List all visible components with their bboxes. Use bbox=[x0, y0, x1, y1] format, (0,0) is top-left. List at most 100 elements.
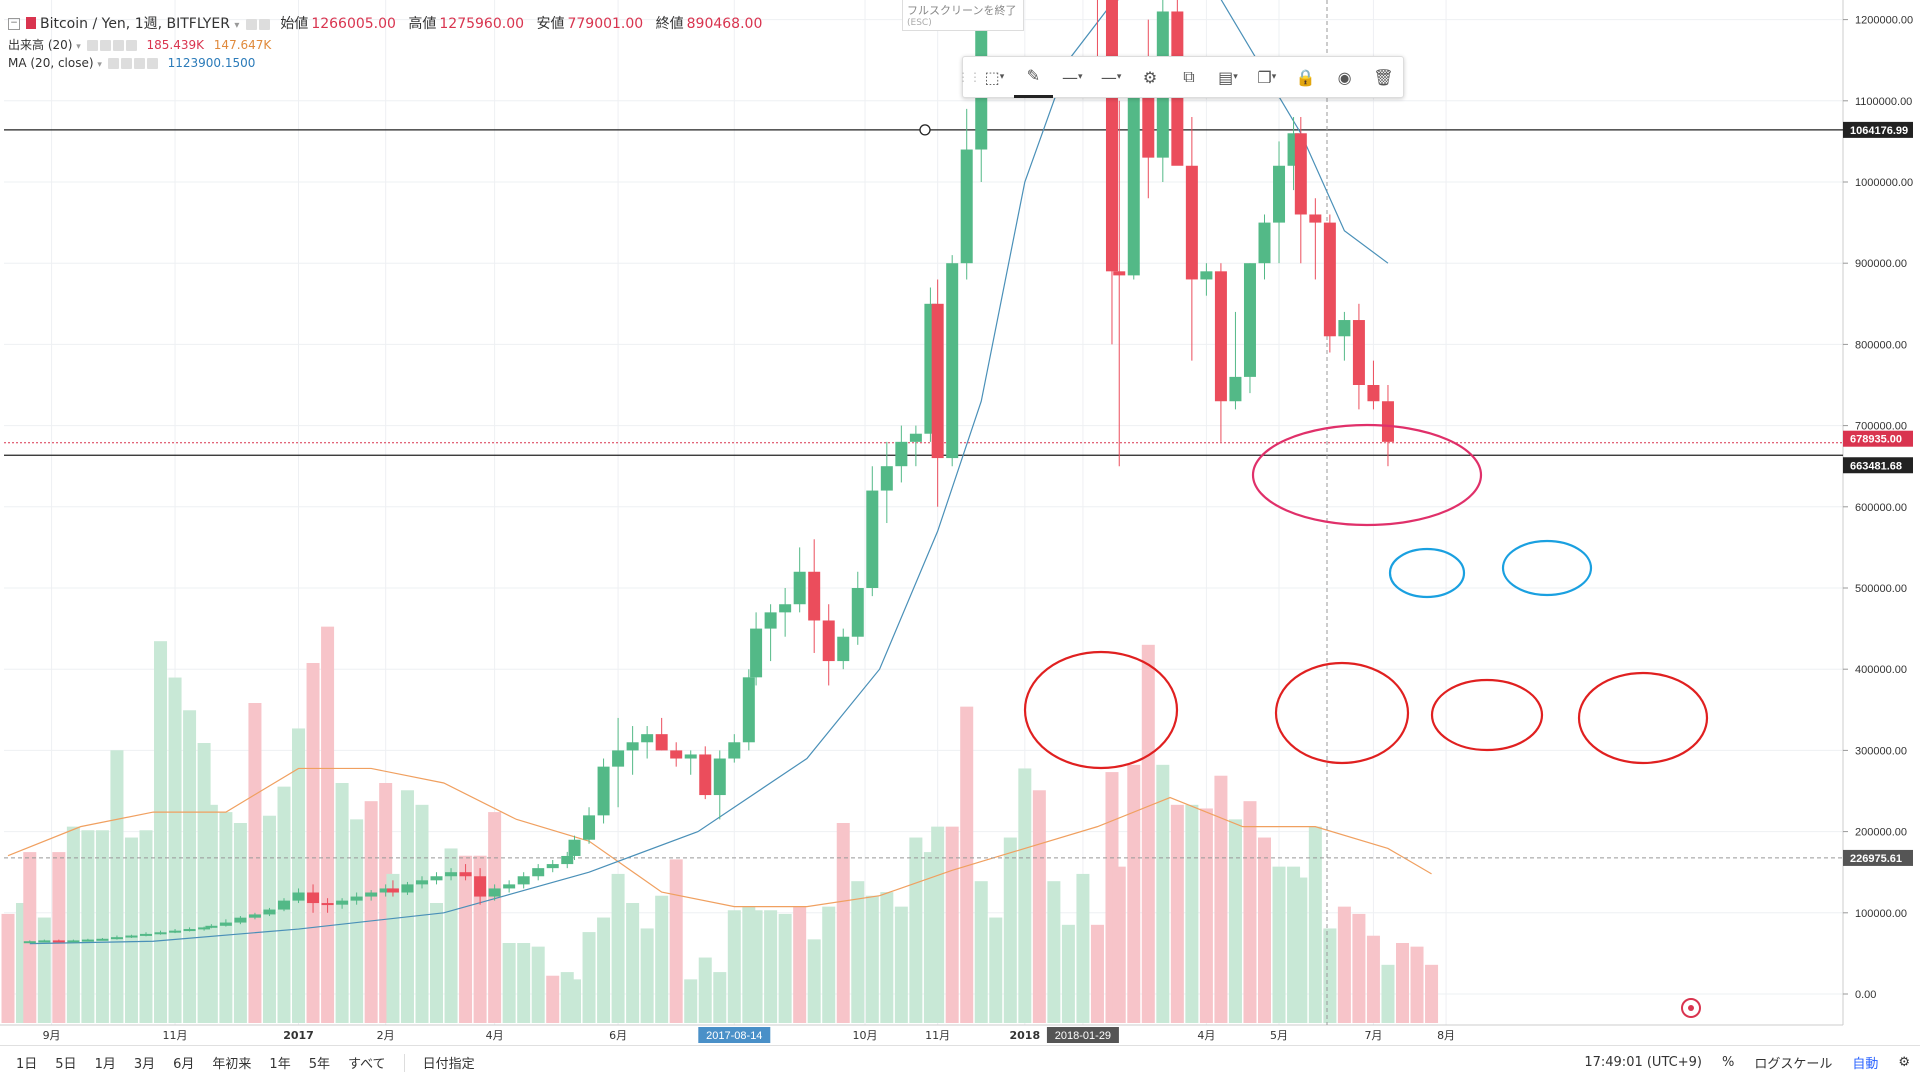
copy-icon[interactable]: ❐ ▾ bbox=[1257, 67, 1277, 87]
volume-bar bbox=[1323, 928, 1337, 1023]
drawing-toolbar[interactable]: ⋮⋮ ⬚ ▾ ✎ — ▾ — ▾ ⚙ ⧉ ▤ ▾ ❐ ▾ 🔒 ◉ 🗑 bbox=[957, 56, 1404, 98]
range-1m[interactable]: 1月 bbox=[94, 1057, 116, 1072]
candle-body bbox=[699, 754, 712, 796]
annotation-ellipse[interactable] bbox=[1251, 423, 1483, 527]
remove-icon[interactable] bbox=[125, 40, 137, 51]
range-6m[interactable]: 6月 bbox=[173, 1057, 195, 1072]
annotation-ellipse[interactable] bbox=[1577, 671, 1709, 765]
y-tick-label: 400000.00 bbox=[1855, 664, 1907, 676]
settings-icon[interactable] bbox=[120, 58, 132, 69]
candle-body bbox=[125, 935, 138, 938]
add-icon[interactable] bbox=[112, 40, 124, 51]
candle-body bbox=[684, 754, 697, 759]
price-tag-text: 678935.00 bbox=[1850, 434, 1902, 446]
eye-icon[interactable]: ◉ bbox=[1337, 67, 1352, 87]
volume-bar bbox=[909, 837, 923, 1023]
volume-bar bbox=[430, 903, 444, 1023]
candle-body bbox=[532, 868, 545, 877]
ma-legend[interactable]: MA (20, close) ▾ 1123900.1500 bbox=[8, 56, 255, 70]
annotation-ellipse[interactable] bbox=[1501, 539, 1593, 597]
gear-icon[interactable]: ⚙ bbox=[1898, 1055, 1910, 1070]
collapse-icon[interactable]: − bbox=[8, 18, 20, 30]
annotation-ellipse[interactable] bbox=[1274, 661, 1410, 765]
select-area-icon[interactable]: ⬚ ▾ bbox=[984, 67, 1005, 87]
eye-icon[interactable] bbox=[86, 40, 98, 51]
candle-body bbox=[415, 880, 428, 885]
candle-body bbox=[1185, 165, 1198, 280]
candle-body bbox=[851, 588, 864, 637]
price-tag[interactable] bbox=[1843, 121, 1913, 138]
add-icon[interactable] bbox=[133, 58, 145, 69]
candle-body bbox=[895, 441, 908, 467]
price-chart[interactable]: 2400000.002300000.002200000.002100000.00… bbox=[0, 0, 1920, 1045]
open-label: 始値 bbox=[280, 16, 309, 32]
line-width-icon[interactable]: — ▾ bbox=[1100, 67, 1122, 87]
lock-icon[interactable]: 🔒 bbox=[1295, 67, 1316, 87]
close-label: 終値 bbox=[655, 16, 684, 32]
annotation-ellipse[interactable] bbox=[1388, 547, 1466, 599]
pencil-icon[interactable]: ✎ bbox=[1013, 57, 1053, 98]
range-1y[interactable]: 1年 bbox=[269, 1057, 291, 1072]
range-ytd[interactable]: 年初来 bbox=[212, 1057, 252, 1072]
volume-legend[interactable]: 出来高 (20) ▾ 185.439K 147.647K bbox=[8, 36, 271, 53]
settings-icon[interactable] bbox=[258, 18, 270, 30]
x-tick-label: 2月 bbox=[377, 1029, 395, 1042]
volume-bar bbox=[23, 852, 37, 1023]
price-tag-text: 1064176.99 bbox=[1850, 125, 1908, 137]
volume-bar bbox=[1410, 946, 1424, 1023]
auto-scale-toggle[interactable]: 自動 bbox=[1852, 1057, 1879, 1072]
dropdown-icon[interactable]: ▾ bbox=[97, 60, 102, 70]
annotation-ellipse[interactable] bbox=[1023, 650, 1179, 770]
range-5y[interactable]: 5年 bbox=[308, 1057, 330, 1072]
y-tick-label: 300000.00 bbox=[1855, 745, 1907, 757]
dropdown-icon[interactable]: ▾ bbox=[76, 42, 81, 52]
candle-body bbox=[946, 263, 959, 459]
range-3m[interactable]: 3月 bbox=[133, 1057, 156, 1072]
volume-bar bbox=[1076, 873, 1090, 1023]
candle-body bbox=[713, 758, 726, 796]
range-1d[interactable]: 1日 bbox=[16, 1057, 38, 1072]
candle-body bbox=[1294, 133, 1307, 215]
trash-icon[interactable]: 🗑 bbox=[1373, 67, 1394, 87]
flag-icon[interactable] bbox=[26, 17, 36, 29]
eye-icon[interactable] bbox=[107, 58, 119, 69]
annotation-ellipse[interactable] bbox=[1430, 678, 1544, 752]
percent-toggle[interactable]: % bbox=[1721, 1055, 1735, 1070]
candle-body bbox=[169, 930, 182, 933]
date-picker-button[interactable]: 日付指定 bbox=[422, 1057, 475, 1072]
volume-ma-value: 147.647K bbox=[213, 38, 272, 52]
volume-bar bbox=[1395, 943, 1409, 1023]
clone-icon[interactable]: ⧉ bbox=[1183, 67, 1195, 86]
price-tag[interactable] bbox=[1843, 849, 1913, 866]
drag-handle-icon[interactable]: ⋮⋮ bbox=[957, 70, 981, 84]
symbol-legend[interactable]: − Bitcoin / Yen, 1週, BITFLYER ▾ 始値 1266005… bbox=[8, 13, 762, 33]
candle-body bbox=[880, 466, 893, 491]
range-all[interactable]: すべて bbox=[347, 1057, 386, 1072]
candle-body bbox=[503, 884, 516, 889]
volume-bar bbox=[1272, 866, 1286, 1023]
eye-icon[interactable] bbox=[245, 18, 257, 30]
volume-bar bbox=[894, 906, 908, 1023]
candle-body bbox=[350, 896, 363, 901]
log-scale-toggle[interactable]: ログスケール bbox=[1754, 1057, 1833, 1072]
candle-body bbox=[1229, 376, 1242, 402]
price-tag[interactable] bbox=[1843, 430, 1913, 447]
y-tick-label: 900000.00 bbox=[1855, 258, 1907, 270]
candle-body bbox=[277, 900, 290, 910]
record-icon[interactable] bbox=[1681, 998, 1701, 1018]
y-tick-label: 500000.00 bbox=[1855, 583, 1907, 595]
low-label: 安値 bbox=[536, 16, 565, 32]
line-style-icon[interactable]: — ▾ bbox=[1062, 67, 1083, 87]
volume-bar bbox=[597, 917, 611, 1023]
layers-icon[interactable]: ▤ ▾ bbox=[1218, 67, 1238, 87]
high-value: 1275960.00 bbox=[439, 16, 525, 32]
line-handle-icon[interactable] bbox=[919, 124, 931, 136]
dropdown-icon[interactable]: ▾ bbox=[234, 20, 240, 31]
remove-icon[interactable] bbox=[146, 58, 158, 69]
volume-bar bbox=[531, 946, 545, 1023]
gear-icon[interactable]: ⚙ bbox=[1142, 67, 1158, 87]
volume-bar bbox=[168, 677, 182, 1023]
price-tag[interactable] bbox=[1843, 457, 1913, 474]
settings-icon[interactable] bbox=[99, 40, 111, 51]
range-5d[interactable]: 5日 bbox=[55, 1057, 77, 1072]
